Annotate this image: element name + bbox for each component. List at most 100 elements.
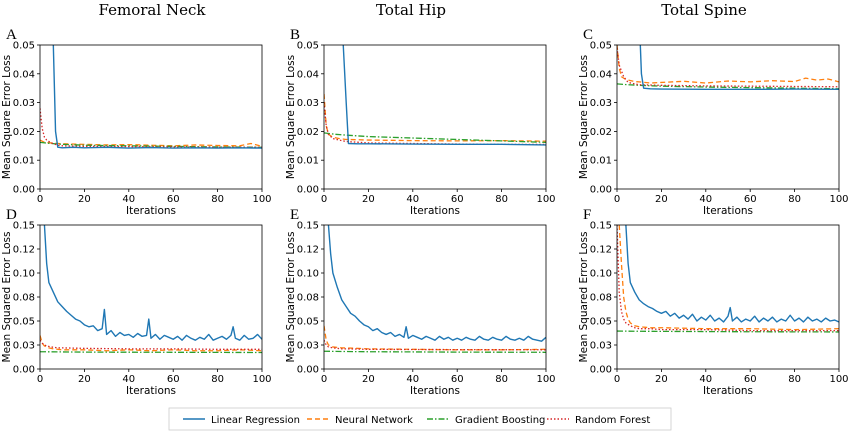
x-tick-label: 0: [614, 194, 620, 205]
x-tick-label: 40: [406, 374, 419, 385]
plot-frame: [616, 224, 840, 370]
x-tick-label: 0: [37, 374, 43, 385]
plot-frame: [323, 44, 547, 190]
y-axis-label: Mean Square Error Loss: [285, 55, 297, 179]
x-tick-label: 80: [495, 194, 508, 205]
y-axis-label: Mean Squared Error Loss: [1, 232, 13, 363]
x-tick-label: 40: [406, 194, 419, 205]
y-tick-label: 0.01: [590, 156, 612, 167]
series-neural-network-line: [618, 225, 839, 331]
x-tick-label: 60: [451, 374, 464, 385]
series-gradient-boosting-line: [617, 83, 839, 90]
x-tick-label: 80: [495, 374, 508, 385]
y-tick-label: 0.04: [13, 69, 35, 80]
y-tick-label: 0.10: [13, 269, 35, 280]
x-tick-label: 80: [788, 374, 801, 385]
y-tick-label: 0.05: [297, 317, 319, 328]
y-tick-label: 0.15: [13, 221, 35, 232]
x-tick-label: 100: [252, 374, 271, 385]
legend-item-random-forest: Random Forest: [547, 415, 650, 426]
x-tick-label: 60: [451, 194, 464, 205]
legend-label-gradient-boosting: Gradient Boosting: [455, 415, 545, 426]
x-tick-label: 100: [252, 194, 271, 205]
x-tick-label: 40: [122, 374, 135, 385]
y-tick-label: 0.12: [13, 245, 35, 256]
x-axis-label: Iterations: [126, 205, 176, 217]
y-tick-label: 0.05: [590, 41, 612, 52]
panel-e: E 0 20 40 60 80 100 0.00 0.03 0.05 0.08 0.10 0.12 0.1…: [285, 207, 556, 397]
series-random-forest-line: [617, 225, 839, 332]
series-gradient-boosting-line: [617, 330, 839, 333]
x-axis-label: Iterations: [126, 385, 176, 397]
panel-d: D 0 20 40 60 80 100 0.00 0.03 0.05 0.08 0.10 0.12 0.1…: [1, 207, 272, 397]
panel-letter-a: A: [6, 27, 17, 43]
legend: Linear Regression Neural Network Gradient …: [168, 407, 672, 431]
y-tick-label: 0.00: [297, 185, 319, 196]
panel-c: C 0 20 40 60 80 100 0.00 0.01 0.02 0.03 0.04 0.05 Ite…: [578, 27, 849, 217]
panel-b: B 0 20 40 60 80 100 0.00 0.01 0.02 0.03 0.04 0.05 Ite…: [285, 27, 556, 217]
x-tick-label: 100: [536, 374, 555, 385]
y-tick-label: 0.03: [590, 341, 612, 352]
series-linear-regression-line: [639, 45, 839, 91]
x-tick-label: 60: [744, 374, 757, 385]
series-neural-network-line: [40, 335, 262, 352]
x-tick-label: 0: [37, 194, 43, 205]
panel-letter-f: F: [583, 207, 591, 223]
plot-frame: [616, 44, 840, 190]
y-tick-label: 0.10: [297, 269, 319, 280]
series-linear-regression-line: [327, 225, 546, 342]
x-tick-label: 80: [211, 194, 224, 205]
y-tick-label: 0.02: [297, 127, 319, 138]
x-axis-label: Iterations: [410, 385, 460, 397]
x-tick-label: 40: [699, 374, 712, 385]
series-random-forest-line: [617, 47, 839, 88]
x-tick-label: 40: [699, 194, 712, 205]
x-tick-label: 100: [536, 194, 555, 205]
x-axis-label: Iterations: [703, 205, 753, 217]
x-tick-label: 0: [614, 374, 620, 385]
x-tick-label: 20: [78, 194, 91, 205]
series-gradient-boosting-line: [324, 350, 546, 353]
x-tick-label: 20: [78, 374, 91, 385]
series-neural-network-line: [617, 45, 839, 84]
y-axis-label: Mean Square Error Loss: [1, 55, 13, 179]
series-neural-network-line: [324, 325, 546, 351]
x-axis-label: Iterations: [703, 385, 753, 397]
y-tick-label: 0.00: [297, 365, 319, 376]
y-tick-label: 0.00: [590, 365, 612, 376]
series-random-forest-line: [40, 339, 262, 350]
x-tick-label: 80: [788, 194, 801, 205]
y-tick-label: 0.12: [297, 245, 319, 256]
series-linear-regression-line: [52, 45, 262, 149]
y-tick-label: 0.15: [590, 221, 612, 232]
y-tick-label: 0.00: [590, 185, 612, 196]
x-tick-label: 100: [829, 374, 848, 385]
legend-label-neural-network: Neural Network: [335, 415, 413, 426]
x-tick-label: 20: [362, 194, 375, 205]
column-title-femoral-neck: Femoral Neck: [99, 1, 207, 19]
y-tick-label: 0.03: [13, 98, 35, 109]
y-tick-label: 0.02: [13, 127, 35, 138]
y-tick-label: 0.01: [297, 156, 319, 167]
y-axis-label: Mean Square Error Loss: [578, 55, 590, 179]
x-tick-label: 60: [167, 194, 180, 205]
x-tick-label: 0: [321, 194, 327, 205]
series-random-forest-line: [40, 108, 262, 148]
y-tick-label: 0.08: [297, 293, 319, 304]
y-tick-label: 0.08: [13, 293, 35, 304]
series-random-forest-line: [324, 102, 546, 146]
y-tick-label: 0.00: [13, 365, 35, 376]
y-tick-label: 0.03: [297, 341, 319, 352]
y-tick-label: 0.04: [590, 69, 612, 80]
x-tick-label: 40: [122, 194, 135, 205]
plot-frame: [39, 44, 263, 190]
y-tick-label: 0.00: [13, 185, 35, 196]
y-tick-label: 0.12: [590, 245, 612, 256]
plot-frame: [323, 224, 547, 370]
y-axis-label: Mean Squared Error Loss: [285, 232, 297, 363]
y-tick-label: 0.03: [13, 341, 35, 352]
legend-label-random-forest: Random Forest: [575, 415, 650, 426]
y-tick-label: 0.04: [297, 69, 319, 80]
series-neural-network-line: [324, 93, 546, 142]
